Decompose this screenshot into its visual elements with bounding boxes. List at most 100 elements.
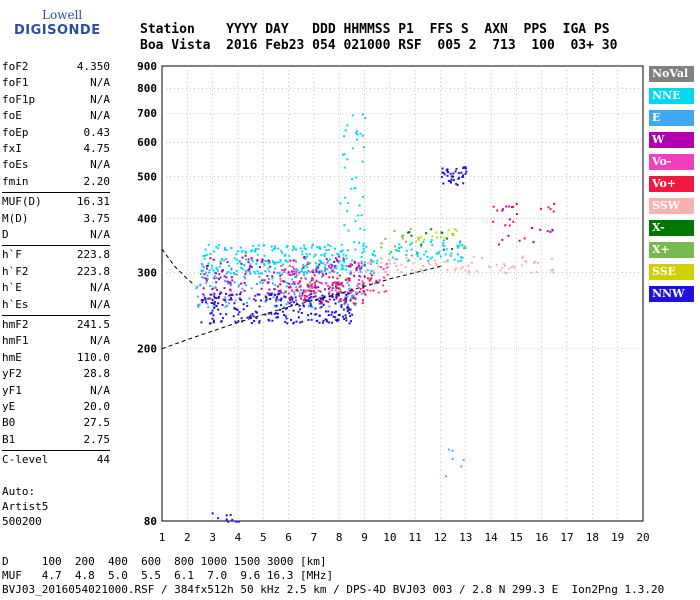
echo-point [410,268,413,271]
echo-point [211,309,214,312]
echo-point [318,306,321,309]
echo-point [331,269,334,272]
echo-point [497,243,500,246]
echo-point [464,167,467,170]
echo-point [289,285,292,288]
echo-point [334,285,337,288]
echo-point [323,245,326,248]
echo-point [363,261,366,264]
echo-point [264,259,267,262]
echo-point [235,270,238,273]
echo-point [361,280,364,283]
echo-point [245,270,248,273]
echo-point [361,251,364,254]
echo-point [345,319,348,322]
echo-point [329,263,332,266]
echo-point [303,294,306,297]
echo-point [331,321,334,324]
echo-point [343,261,346,264]
y-tick-label: 700 [137,107,157,120]
echo-point [237,250,240,253]
echo-point [322,319,325,322]
echo-point [340,268,343,271]
echo-point [204,248,207,251]
echo-point [229,284,232,287]
echo-point [293,293,296,296]
echo-point [229,297,232,300]
echo-point [473,255,476,258]
echo-point [199,273,202,276]
echo-point [278,292,281,295]
echo-point [327,314,330,317]
echo-point [298,280,301,283]
echo-point [311,279,314,282]
echo-point [415,240,418,243]
legend-entry: E [649,110,694,126]
echo-point [409,243,412,246]
echo-point [335,264,338,267]
echo-point [213,250,216,253]
echo-point [292,273,295,276]
echo-point [284,253,287,256]
echo-point [445,248,448,251]
echo-point [345,254,348,257]
echo-point [337,301,340,304]
echo-point [355,267,358,270]
echo-point [270,292,273,295]
echo-point [323,266,326,269]
echo-point [549,208,552,211]
echo-point [365,245,368,248]
echo-point [452,175,455,178]
echo-point [303,247,306,250]
echo-point [308,286,311,289]
echo-point [223,279,226,282]
echo-point [289,298,292,301]
echo-point [330,266,333,269]
echo-point [250,321,253,324]
echo-point [311,277,314,280]
echo-point [337,281,340,284]
echo-point [334,316,337,319]
echo-point [444,475,447,478]
echo-point [453,269,456,272]
echo-point [239,298,242,301]
echo-point [348,292,351,295]
echo-point [340,304,343,307]
echo-point [311,244,314,247]
echo-point [328,271,331,274]
echo-point [459,256,462,259]
echo-point [244,252,247,255]
param-value: N/A [90,109,110,123]
echo-point [206,264,209,267]
echo-point [495,263,498,266]
echo-point [321,302,324,305]
echo-point [266,292,269,295]
echo-point [279,280,282,283]
echo-point [358,241,361,244]
echo-point [230,298,233,301]
echo-point [442,182,445,185]
echo-point [334,289,337,292]
param-label: hmF1 [2,334,29,348]
echo-point [243,275,246,278]
echo-point [305,289,308,292]
echo-point [235,273,238,276]
echo-point [452,172,455,175]
auto-version: 500200 [2,515,42,528]
echo-point [268,288,271,291]
echo-point [300,267,303,270]
echo-point [290,295,293,298]
echo-point [404,266,407,269]
echo-point [372,253,375,256]
legend-entry: NNW [649,286,694,302]
echo-point [250,287,253,290]
echo-point [233,281,236,284]
echo-point [347,249,350,252]
echo-point [254,294,257,297]
echo-point [315,270,318,273]
echo-point [319,302,322,305]
param-label: h`F [2,248,22,262]
echo-point [275,298,278,301]
echo-point [219,312,222,315]
echo-point [203,294,206,297]
